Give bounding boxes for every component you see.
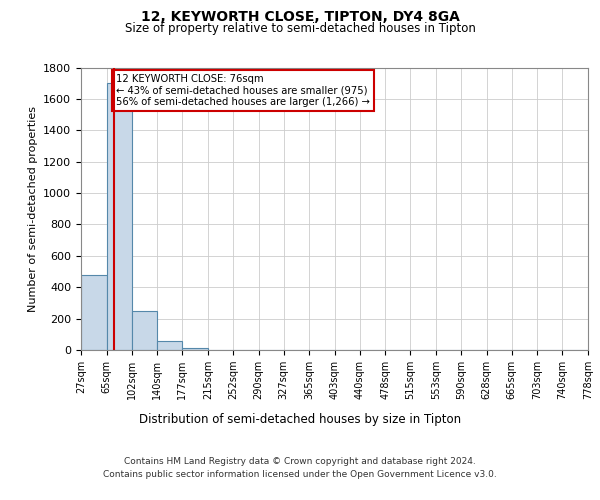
Bar <box>107 83 131 350</box>
Text: 12 KEYWORTH CLOSE: 76sqm
← 43% of semi-detached houses are smaller (975)
56% of : 12 KEYWORTH CLOSE: 76sqm ← 43% of semi-d… <box>116 74 370 107</box>
Bar <box>81 274 107 350</box>
Bar <box>131 311 157 350</box>
Text: 12, KEYWORTH CLOSE, TIPTON, DY4 8GA: 12, KEYWORTH CLOSE, TIPTON, DY4 8GA <box>140 10 460 24</box>
Y-axis label: Number of semi-detached properties: Number of semi-detached properties <box>28 106 38 312</box>
Text: Distribution of semi-detached houses by size in Tipton: Distribution of semi-detached houses by … <box>139 412 461 426</box>
Bar <box>157 342 182 350</box>
Bar <box>182 348 208 350</box>
Text: Contains public sector information licensed under the Open Government Licence v3: Contains public sector information licen… <box>103 470 497 479</box>
Text: Size of property relative to semi-detached houses in Tipton: Size of property relative to semi-detach… <box>125 22 475 35</box>
Text: Contains HM Land Registry data © Crown copyright and database right 2024.: Contains HM Land Registry data © Crown c… <box>124 458 476 466</box>
